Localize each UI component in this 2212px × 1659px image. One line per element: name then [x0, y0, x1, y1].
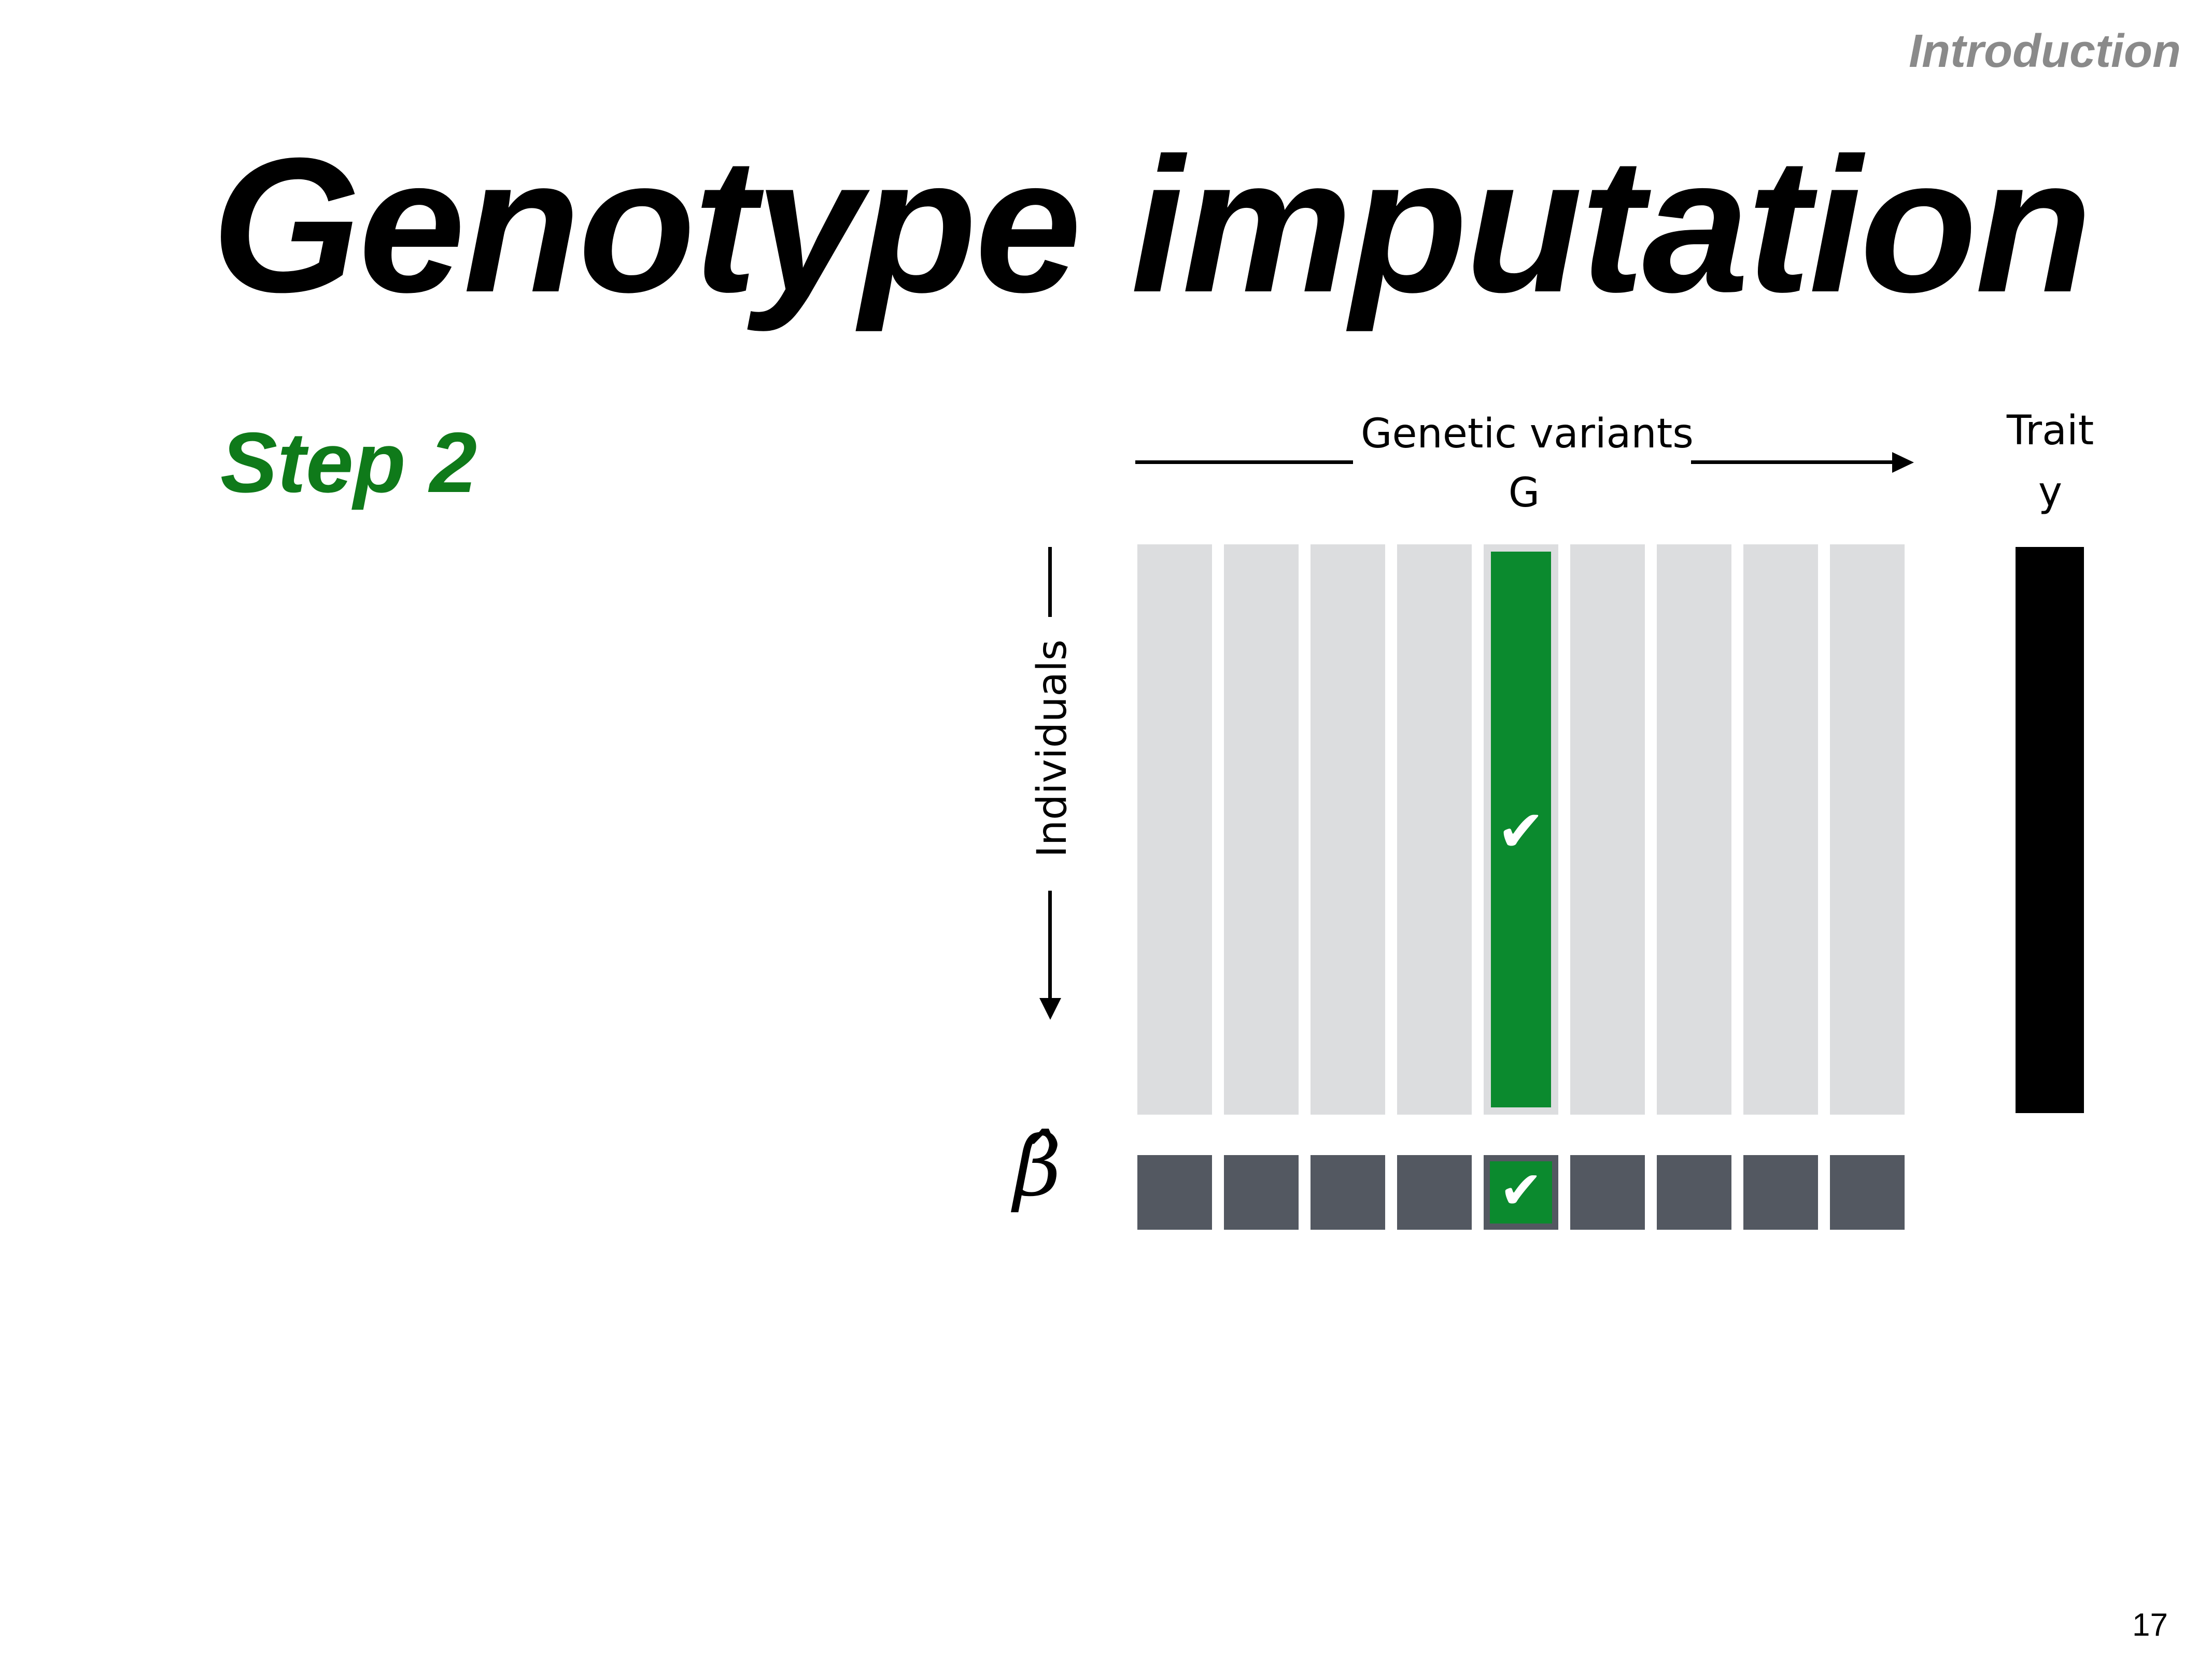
selected-beta-check-icon: ✔ [1499, 1160, 1543, 1220]
beta-hat-symbol: β̂ [1013, 1118, 1062, 1215]
trait-label: Trait [2006, 407, 2094, 454]
variants-axis-line-right [1691, 460, 1898, 464]
beta-cell-9 [1830, 1155, 1905, 1230]
variant-column-5-selected [1484, 544, 1558, 1115]
matrix-label: G [1508, 470, 1540, 516]
beta-cell-6 [1570, 1155, 1645, 1230]
variant-column-1 [1137, 544, 1212, 1115]
individuals-axis-line-bottom [1048, 891, 1052, 1002]
variant-column-6 [1570, 544, 1645, 1115]
beta-cell-4 [1397, 1155, 1472, 1230]
variant-column-2 [1224, 544, 1299, 1115]
trait-vector-bar [2016, 547, 2084, 1113]
selected-column-check-icon: ✔ [1497, 798, 1545, 864]
variant-column-8 [1743, 544, 1818, 1115]
variant-column-9 [1830, 544, 1905, 1115]
page-title: Genotype imputation [212, 118, 2092, 332]
beta-cell-1 [1137, 1155, 1212, 1230]
variants-axis-line-left [1135, 460, 1353, 464]
variants-axis-arrowhead [1892, 452, 1914, 473]
beta-cell-3 [1311, 1155, 1385, 1230]
beta-cell-2 [1224, 1155, 1299, 1230]
beta-cell-8 [1743, 1155, 1818, 1230]
section-label: Introduction [1909, 25, 2181, 77]
trait-symbol: y [2038, 469, 2063, 515]
individuals-axis-line-top [1048, 547, 1052, 617]
beta-cell-7 [1657, 1155, 1731, 1230]
beta-cell-5-selected [1484, 1155, 1558, 1230]
variants-axis-label: Genetic variants [1361, 411, 1694, 457]
individuals-axis-arrowhead [1039, 998, 1061, 1020]
variant-column-4 [1397, 544, 1472, 1115]
variant-column-3 [1311, 544, 1385, 1115]
variant-column-7 [1657, 544, 1731, 1115]
individuals-axis-label: Individuals [1029, 639, 1076, 857]
step-label: Step 2 [220, 415, 477, 510]
page-number: 17 [2132, 1607, 2168, 1643]
